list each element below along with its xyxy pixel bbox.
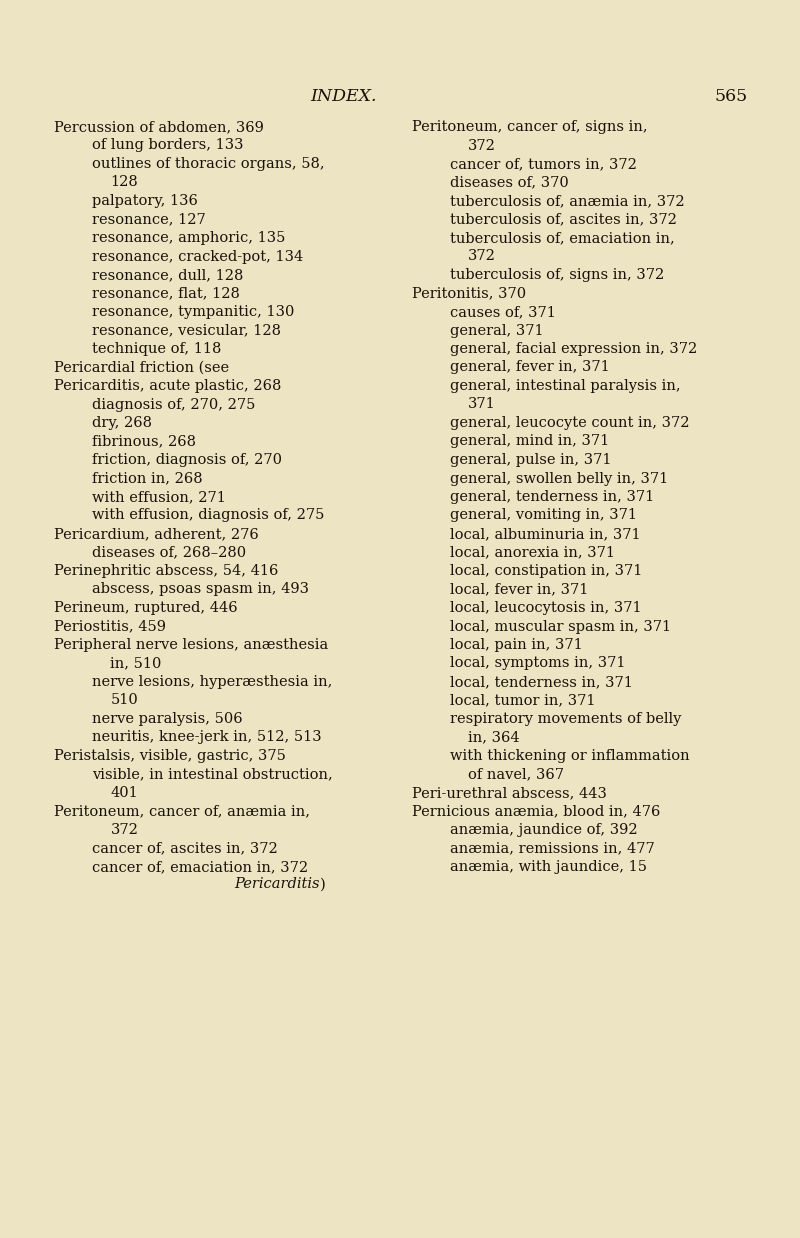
- Text: local, leucocytosis in, 371: local, leucocytosis in, 371: [450, 600, 642, 615]
- Text: resonance, vesicular, 128: resonance, vesicular, 128: [93, 323, 282, 338]
- Text: general, tenderness in, 371: general, tenderness in, 371: [450, 490, 654, 504]
- Text: 510: 510: [110, 693, 138, 707]
- Text: general, leucocyte count in, 372: general, leucocyte count in, 372: [450, 416, 690, 430]
- Text: resonance, flat, 128: resonance, flat, 128: [93, 286, 240, 301]
- Text: 372: 372: [468, 139, 496, 152]
- Text: anæmia, remissions in, 477: anæmia, remissions in, 477: [450, 842, 654, 855]
- Text: general, intestinal paralysis in,: general, intestinal paralysis in,: [450, 379, 681, 392]
- Text: palpatory, 136: palpatory, 136: [93, 194, 198, 208]
- Text: cancer of, ascites in, 372: cancer of, ascites in, 372: [93, 842, 278, 855]
- Text: Peritoneum, cancer of, anæmia in,: Peritoneum, cancer of, anæmia in,: [54, 805, 310, 818]
- Text: visible, in intestinal obstruction,: visible, in intestinal obstruction,: [93, 768, 333, 781]
- Text: outlines of thoracic organs, 58,: outlines of thoracic organs, 58,: [93, 157, 325, 171]
- Text: dry, 268: dry, 268: [93, 416, 152, 430]
- Text: anæmia, jaundice of, 392: anæmia, jaundice of, 392: [450, 823, 638, 837]
- Text: tuberculosis of, anæmia in, 372: tuberculosis of, anæmia in, 372: [450, 194, 685, 208]
- Text: Pericardial friction (see: Pericardial friction (see: [54, 360, 234, 375]
- Text: local, muscular spasm in, 371: local, muscular spasm in, 371: [450, 619, 671, 634]
- Text: general, swollen belly in, 371: general, swollen belly in, 371: [450, 472, 668, 485]
- Text: Perineum, ruptured, 446: Perineum, ruptured, 446: [54, 600, 238, 615]
- Text: Peristalsis, visible, gastric, 375: Peristalsis, visible, gastric, 375: [54, 749, 286, 763]
- Text: causes of, 371: causes of, 371: [450, 305, 556, 319]
- Text: diagnosis of, 270, 275: diagnosis of, 270, 275: [93, 397, 256, 411]
- Text: general, vomiting in, 371: general, vomiting in, 371: [450, 509, 637, 522]
- Text: friction in, 268: friction in, 268: [93, 472, 203, 485]
- Text: cancer of, emaciation in, 372: cancer of, emaciation in, 372: [93, 860, 309, 874]
- Text: diseases of, 370: diseases of, 370: [450, 176, 569, 189]
- Text: local, pain in, 371: local, pain in, 371: [450, 638, 582, 652]
- Text: nerve lesions, hyperæsthesia in,: nerve lesions, hyperæsthesia in,: [93, 675, 333, 690]
- Text: local, tumor in, 371: local, tumor in, 371: [450, 693, 595, 707]
- Text: technique of, 118: technique of, 118: [93, 342, 222, 357]
- Text: nerve paralysis, 506: nerve paralysis, 506: [93, 712, 243, 725]
- Text: in, 364: in, 364: [468, 730, 520, 744]
- Text: abscess, psoas spasm in, 493: abscess, psoas spasm in, 493: [93, 583, 310, 597]
- Text: Pericardium, adherent, 276: Pericardium, adherent, 276: [54, 527, 259, 541]
- Text: Pericarditis, acute plastic, 268: Pericarditis, acute plastic, 268: [54, 379, 282, 392]
- Text: Peri-urethral abscess, 443: Peri-urethral abscess, 443: [412, 786, 607, 800]
- Text: 372: 372: [110, 823, 138, 837]
- Text: resonance, cracked-pot, 134: resonance, cracked-pot, 134: [93, 250, 304, 264]
- Text: cancer of, tumors in, 372: cancer of, tumors in, 372: [450, 157, 637, 171]
- Text: general, pulse in, 371: general, pulse in, 371: [450, 453, 611, 467]
- Text: Peripheral nerve lesions, anæsthesia: Peripheral nerve lesions, anæsthesia: [54, 638, 329, 652]
- Text: tuberculosis of, signs in, 372: tuberculosis of, signs in, 372: [450, 267, 664, 282]
- Text: 128: 128: [110, 176, 138, 189]
- Text: INDEX.: INDEX.: [310, 88, 378, 105]
- Text: anæmia, with jaundice, 15: anæmia, with jaundice, 15: [450, 860, 647, 874]
- Text: diseases of, 268–280: diseases of, 268–280: [93, 546, 246, 560]
- Text: general, mind in, 371: general, mind in, 371: [450, 435, 610, 448]
- Text: friction, diagnosis of, 270: friction, diagnosis of, 270: [93, 453, 282, 467]
- Text: Pernicious anæmia, blood in, 476: Pernicious anæmia, blood in, 476: [412, 805, 660, 818]
- Text: local, constipation in, 371: local, constipation in, 371: [450, 565, 642, 578]
- Text: neuritis, knee-jerk in, 512, 513: neuritis, knee-jerk in, 512, 513: [93, 730, 322, 744]
- Text: 372: 372: [468, 250, 496, 264]
- Text: local, fever in, 371: local, fever in, 371: [450, 583, 588, 597]
- Text: with thickening or inflammation: with thickening or inflammation: [450, 749, 690, 763]
- Text: general, fever in, 371: general, fever in, 371: [450, 360, 610, 375]
- Text: local, anorexia in, 371: local, anorexia in, 371: [450, 546, 615, 560]
- Text: Peritoneum, cancer of, signs in,: Peritoneum, cancer of, signs in,: [412, 120, 648, 134]
- Text: resonance, amphoric, 135: resonance, amphoric, 135: [93, 232, 286, 245]
- Text: local, albuminuria in, 371: local, albuminuria in, 371: [450, 527, 641, 541]
- Text: general, 371: general, 371: [450, 323, 544, 338]
- Text: resonance, dull, 128: resonance, dull, 128: [93, 267, 244, 282]
- Text: resonance, tympanitic, 130: resonance, tympanitic, 130: [93, 305, 294, 319]
- Text: general, facial expression in, 372: general, facial expression in, 372: [450, 342, 698, 357]
- Text: Pericarditis: Pericarditis: [234, 878, 320, 891]
- Text: local, symptoms in, 371: local, symptoms in, 371: [450, 656, 626, 671]
- Text: Periostitis, 459: Periostitis, 459: [54, 619, 166, 634]
- Text: tuberculosis of, ascites in, 372: tuberculosis of, ascites in, 372: [450, 213, 677, 227]
- Text: Peritonitis, 370: Peritonitis, 370: [412, 286, 526, 301]
- Text: local, tenderness in, 371: local, tenderness in, 371: [450, 675, 633, 690]
- Text: of lung borders, 133: of lung borders, 133: [93, 139, 244, 152]
- Text: with effusion, diagnosis of, 275: with effusion, diagnosis of, 275: [93, 509, 325, 522]
- Text: of navel, 367: of navel, 367: [468, 768, 564, 781]
- Text: Perinephritic abscess, 54, 416: Perinephritic abscess, 54, 416: [54, 565, 278, 578]
- Text: 371: 371: [468, 397, 496, 411]
- Text: with effusion, 271: with effusion, 271: [93, 490, 226, 504]
- Text: ): ): [320, 878, 326, 891]
- Text: tuberculosis of, emaciation in,: tuberculosis of, emaciation in,: [450, 232, 674, 245]
- Text: respiratory movements of belly: respiratory movements of belly: [450, 712, 682, 725]
- Text: Percussion of abdomen, 369: Percussion of abdomen, 369: [54, 120, 264, 134]
- Text: 565: 565: [714, 88, 748, 105]
- Text: 401: 401: [110, 786, 138, 800]
- Text: resonance, 127: resonance, 127: [93, 213, 206, 227]
- Text: in, 510: in, 510: [110, 656, 162, 671]
- Text: fibrinous, 268: fibrinous, 268: [93, 435, 197, 448]
